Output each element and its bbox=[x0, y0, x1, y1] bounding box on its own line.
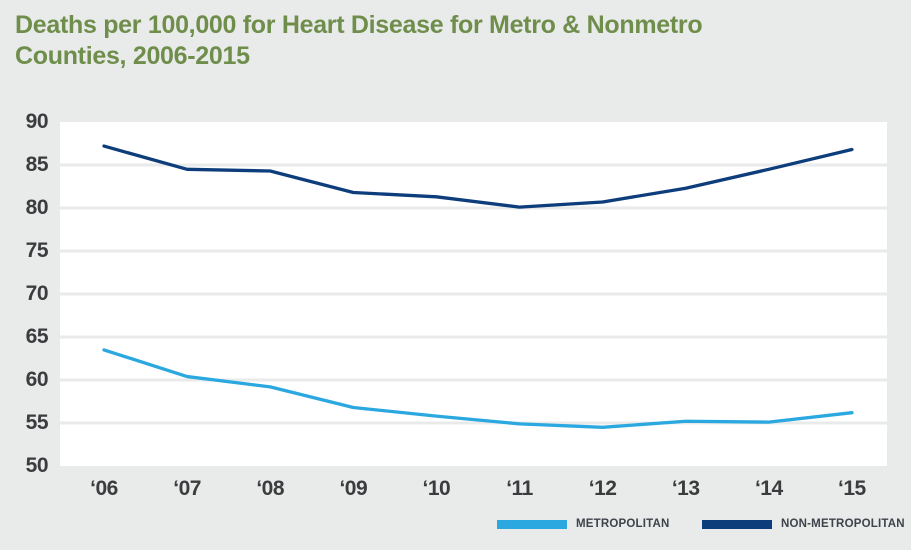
x-axis-tick-2011: ‘11 bbox=[506, 477, 533, 500]
y-axis-tick-75: 75 bbox=[25, 239, 49, 262]
y-axis-tick-55: 55 bbox=[25, 411, 49, 434]
non-metropolitan-swatch bbox=[702, 519, 772, 529]
plot-area bbox=[60, 122, 887, 466]
y-axis-tick-50: 50 bbox=[25, 454, 49, 477]
x-axis-tick-2008: ‘08 bbox=[256, 477, 285, 500]
x-axis-tick-2014: ‘14 bbox=[754, 477, 783, 500]
y-axis-tick-90: 90 bbox=[25, 110, 49, 133]
legend-item-metropolitan: METROPOLITAN bbox=[497, 517, 670, 531]
y-axis-tick-70: 70 bbox=[25, 282, 49, 305]
non-metropolitan-line bbox=[102, 144, 854, 209]
chart-title: Deaths per 100,000 for Heart Disease for… bbox=[15, 10, 775, 72]
y-axis-tick-85: 85 bbox=[25, 153, 49, 176]
chart-title-line2: Counties, 2006-2015 bbox=[15, 42, 250, 70]
y-axis-tick-65: 65 bbox=[25, 325, 49, 348]
x-axis-tick-2007: ‘07 bbox=[173, 477, 201, 500]
x-axis-tick-2013: ‘13 bbox=[671, 477, 700, 500]
x-axis-tick-2009: ‘09 bbox=[339, 477, 368, 500]
x-axis-tick-2006: ‘06 bbox=[90, 477, 118, 500]
x-axis-tick-2010: ‘10 bbox=[422, 477, 451, 500]
x-axis-tick-2015: ‘15 bbox=[838, 477, 866, 500]
y-axis-tick-80: 80 bbox=[25, 196, 49, 219]
metropolitan-line bbox=[102, 348, 854, 429]
non-metropolitan-legend-label: NON-METROPOLITAN bbox=[781, 518, 905, 530]
y-axis-tick-60: 60 bbox=[25, 368, 49, 391]
x-axis-tick-2012: ‘12 bbox=[588, 477, 617, 500]
chart-title-line1: Deaths per 100,000 for Heart Disease for… bbox=[15, 11, 703, 39]
metropolitan-swatch bbox=[497, 519, 567, 529]
legend-item-non-metropolitan: NON-METROPOLITAN bbox=[702, 517, 905, 531]
metropolitan-legend-label: METROPOLITAN bbox=[576, 518, 670, 530]
